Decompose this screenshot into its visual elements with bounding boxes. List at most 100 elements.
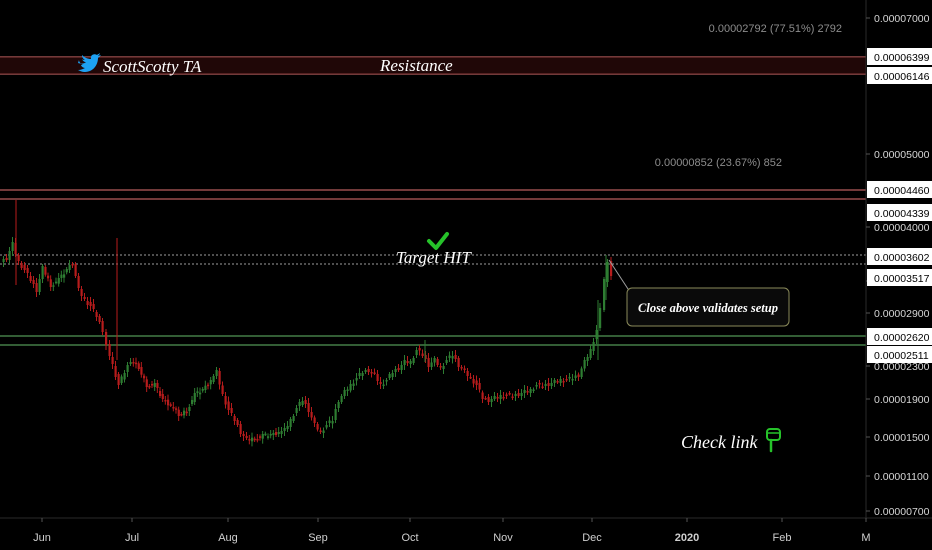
- candle-body: [117, 374, 120, 385]
- candle-body: [340, 396, 343, 402]
- price-level-box: [867, 269, 932, 286]
- candle-body: [123, 373, 126, 380]
- candle-body: [379, 382, 382, 384]
- candle-body: [148, 386, 151, 388]
- candle-body: [535, 385, 538, 387]
- candle-body: [445, 360, 448, 363]
- candle-body: [469, 377, 472, 379]
- candle-body: [248, 439, 251, 441]
- candle-body: [11, 242, 14, 251]
- callout-text: Close above validates setup: [638, 301, 778, 315]
- candle-body: [562, 381, 565, 383]
- candle-body: [603, 279, 606, 310]
- candle-body: [574, 375, 577, 378]
- candle-body: [349, 384, 352, 391]
- candle-body: [5, 258, 8, 260]
- candle-body: [29, 276, 32, 281]
- resistance-label: Resistance: [379, 56, 453, 75]
- price-level-box: [867, 48, 932, 65]
- twitter-bird-icon: [78, 53, 101, 72]
- check-link-label[interactable]: Check link: [681, 432, 758, 452]
- candle-body: [86, 301, 89, 305]
- candle-body: [55, 281, 58, 284]
- candle-body: [80, 289, 83, 296]
- candle-body: [547, 383, 550, 386]
- candle-body: [472, 379, 475, 384]
- candle-body: [114, 366, 117, 377]
- candle-body: [65, 269, 68, 273]
- candle-body: [529, 389, 532, 393]
- candle-body: [457, 358, 460, 367]
- candle-body: [101, 321, 104, 332]
- candle-body: [358, 373, 361, 376]
- time-tick-label: Feb: [773, 532, 792, 544]
- candle-body: [361, 373, 364, 376]
- candle-body: [565, 379, 568, 381]
- price-level-box: [867, 181, 932, 198]
- candle-body: [346, 389, 349, 391]
- candle-body: [193, 393, 196, 402]
- candle-body: [490, 399, 493, 402]
- candle-body: [388, 374, 391, 378]
- hand-pointing-down-icon[interactable]: [766, 428, 781, 453]
- candle-body: [355, 378, 358, 381]
- candle-body: [175, 408, 178, 410]
- candle-body: [267, 436, 270, 438]
- candle-body: [499, 395, 502, 399]
- candle-body: [373, 372, 376, 374]
- candle-body: [140, 367, 143, 375]
- candle-body: [592, 342, 595, 351]
- candle-body: [41, 266, 44, 279]
- candle-body: [272, 433, 275, 435]
- candle-body: [412, 358, 415, 363]
- candle-body: [120, 376, 123, 383]
- price-level-label: 0.00003517: [874, 273, 930, 285]
- candle-body: [185, 411, 188, 414]
- candle-body: [159, 391, 162, 396]
- candle-body: [169, 404, 172, 406]
- candle-body: [283, 428, 286, 431]
- candle-body: [236, 420, 239, 425]
- candle-body: [304, 400, 307, 404]
- candle-body: [322, 430, 325, 433]
- plot-area[interactable]: [0, 0, 866, 518]
- candle-body: [23, 265, 26, 270]
- time-axis-ticks: Jun Jul Aug Sep Oct Nov Dec 2020 Feb M: [33, 518, 871, 544]
- candle-body: [269, 434, 272, 436]
- time-tick-label: Oct: [401, 532, 418, 544]
- candle-body: [280, 431, 283, 434]
- price-level-box: [867, 204, 932, 221]
- candle-body: [63, 274, 66, 278]
- price-tick-label: 0.00002300: [874, 361, 930, 373]
- candle-body: [207, 384, 210, 387]
- candle-body: [550, 383, 553, 386]
- price-tick-label: 0.00001900: [874, 394, 930, 406]
- candle-body: [451, 356, 454, 359]
- candle-body: [376, 374, 379, 381]
- candle-body: [161, 394, 164, 399]
- candle-body: [261, 434, 264, 439]
- candle-body: [44, 267, 47, 275]
- candle-body: [68, 265, 71, 270]
- candle-body: [212, 376, 215, 382]
- price-tick-label: 0.00007000: [874, 13, 930, 25]
- candle-body: [406, 361, 409, 363]
- candle-body: [95, 312, 98, 317]
- price-level-label: 0.00006399: [874, 52, 930, 64]
- target-hit-label: Target HIT: [396, 248, 472, 267]
- candle-body: [275, 432, 278, 435]
- candle-body: [430, 362, 433, 367]
- candle-body: [382, 384, 385, 386]
- candle-body: [580, 368, 583, 377]
- candle-body: [105, 332, 108, 345]
- candle-body: [286, 426, 289, 429]
- time-axis[interactable]: [0, 518, 932, 550]
- candle-body: [599, 308, 602, 328]
- candle-body: [289, 419, 292, 427]
- candle-body: [583, 360, 586, 369]
- candle-body: [307, 403, 310, 412]
- candle-body: [221, 385, 224, 394]
- candle-body: [230, 408, 233, 413]
- candle-body: [264, 433, 267, 436]
